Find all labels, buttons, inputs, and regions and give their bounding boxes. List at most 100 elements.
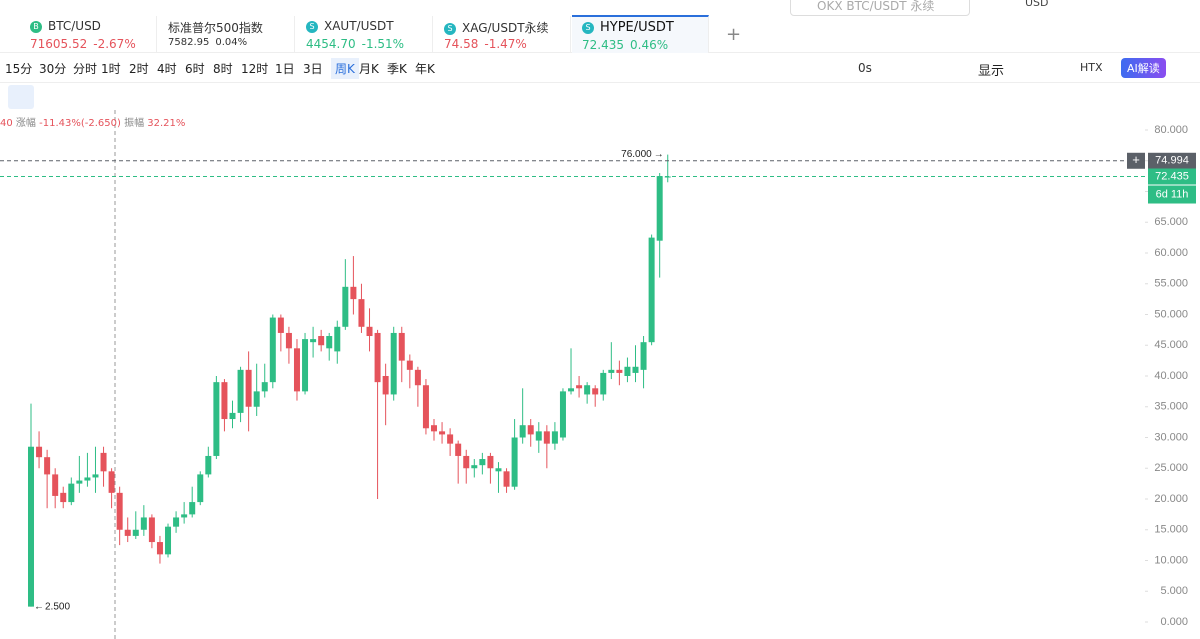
candle-body: [374, 332, 381, 383]
ai-button[interactable]: AI解读: [1121, 58, 1166, 78]
tab[interactable]: S XAG/USDT永续 74.58 -1.47%: [434, 16, 571, 52]
candle-body: [156, 542, 163, 555]
candle-body: [173, 517, 180, 527]
candle-body: [431, 425, 437, 432]
candle-body: [334, 326, 341, 352]
candle-body: [221, 382, 228, 420]
interval-button[interactable]: 季K: [387, 62, 407, 76]
tab-symbol-text: XAG/USDT永续: [462, 21, 549, 35]
candle-body: [148, 517, 155, 543]
info-value: 32.21%: [147, 118, 186, 129]
y-tick-label: 20.000: [1154, 493, 1188, 505]
candle-body: [535, 431, 542, 441]
display-button[interactable]: 显示: [978, 64, 1005, 79]
tab[interactable]: B BTC/USD 71605.52 -2.67%: [20, 16, 157, 52]
tab-price: 4454.70 -1.51%: [306, 37, 404, 51]
candle-body: [479, 459, 486, 466]
search-placeholder: OKX BTC/USDT 永续: [817, 0, 935, 13]
candle-body: [318, 336, 325, 346]
y-tick-label: 15.000: [1154, 524, 1188, 536]
interval-button[interactable]: 15分: [5, 62, 33, 76]
candle-body: [439, 431, 446, 435]
interval-button[interactable]: 3日: [303, 62, 323, 76]
candle-body: [447, 434, 454, 444]
candle-body: [44, 457, 51, 475]
interval-button[interactable]: 8时: [213, 62, 233, 76]
candle-body: [245, 369, 252, 407]
candle-body: [261, 382, 268, 392]
tab-icon: S: [306, 21, 318, 33]
interval-button[interactable]: 2时: [129, 62, 149, 76]
candle-body: [28, 446, 34, 607]
currency-select[interactable]: USD: [1025, 0, 1049, 9]
candle-body: [503, 471, 510, 487]
tab-price: 72.435 0.46%: [582, 38, 668, 52]
interval-button[interactable]: 30分: [39, 62, 67, 76]
tab[interactable]: S XAUT/USDT 4454.70 -1.51%: [296, 16, 433, 52]
interval-button[interactable]: 周K: [331, 58, 359, 79]
tab-change: 0.46%: [630, 38, 669, 52]
info-value: -11.43%(-2.650): [39, 118, 121, 129]
add-tab[interactable]: +: [726, 24, 742, 45]
tab-symbol-text: HYPE/USDT: [600, 20, 674, 35]
candle-body: [543, 431, 550, 444]
tab-change: -2.67%: [93, 37, 136, 51]
candle-body: [165, 526, 172, 555]
tab-icon: S: [582, 22, 594, 34]
timer: 0s: [858, 61, 872, 75]
interval-button[interactable]: 4时: [157, 62, 177, 76]
candle-body: [108, 471, 115, 493]
candle-body: [495, 468, 502, 472]
interval-button[interactable]: 12时: [241, 62, 269, 76]
candle-body: [608, 369, 615, 373]
candle-body: [326, 336, 333, 349]
tab[interactable]: 标准普尔500指数 7582.95 0.04%: [158, 16, 295, 52]
candle-body: [511, 437, 518, 487]
annotation-arrow: →: [654, 149, 664, 160]
interval-button[interactable]: 年K: [415, 62, 435, 76]
interval-button[interactable]: 分时: [73, 62, 98, 76]
candle-body: [213, 382, 220, 456]
candle-body: [366, 326, 373, 337]
tab[interactable]: S HYPE/USDT 72.435 0.46%: [572, 15, 709, 53]
tab-symbol-text: 标准普尔500指数: [168, 21, 263, 35]
candle-body: [568, 388, 575, 392]
candle-body: [100, 452, 107, 472]
candle-body: [36, 446, 43, 458]
tab-price: 71605.52 -2.67%: [30, 37, 136, 51]
interval-button[interactable]: 月K: [359, 62, 379, 76]
tab-price-value: 71605.52: [30, 37, 88, 51]
candle-body: [640, 342, 647, 370]
candle-body: [422, 385, 429, 429]
search-box[interactable]: OKX BTC/USDT 永续: [790, 0, 970, 16]
interval-button[interactable]: 1时: [101, 62, 121, 76]
candle-body: [92, 474, 99, 478]
add-alert-icon: +: [1132, 152, 1140, 167]
exchange-select[interactable]: HTX: [1080, 61, 1103, 74]
candle-body: [350, 286, 357, 300]
candle-body: [293, 348, 300, 392]
candle-body: [414, 369, 421, 386]
candle-body: [648, 237, 655, 343]
interval-button[interactable]: 1日: [275, 62, 295, 76]
candle-body: [197, 474, 204, 503]
candle-body: [390, 332, 397, 395]
candle-body: [76, 480, 83, 484]
candle-body: [519, 425, 526, 438]
tab-icon: B: [30, 21, 42, 33]
price-label: 74.994: [1155, 155, 1189, 167]
candle-body: [463, 455, 470, 469]
candle-body: [632, 366, 639, 373]
annotation-label: 2.500: [45, 601, 70, 612]
price-label-box: [1148, 152, 1196, 169]
candle-body: [656, 176, 663, 241]
y-tick-label: 60.000: [1154, 247, 1188, 259]
tab-price: 7582.95 0.04%: [168, 37, 247, 48]
y-tick-label: 10.000: [1154, 554, 1188, 566]
interval-button[interactable]: 6时: [185, 62, 205, 76]
candle-body: [60, 492, 67, 503]
info-prefix: 40: [0, 118, 13, 129]
tool-active[interactable]: [8, 85, 34, 109]
tab-price-value: 72.435: [582, 38, 624, 52]
